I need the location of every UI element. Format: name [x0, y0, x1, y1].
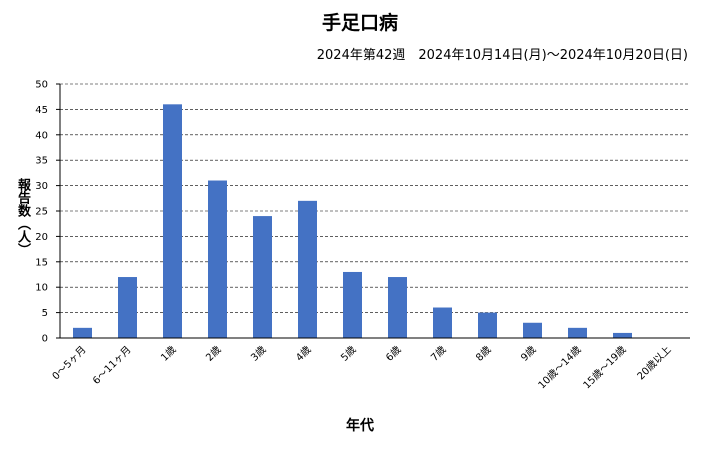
y-tick-label: 10: [35, 283, 48, 294]
y-tick-label: 30: [35, 181, 48, 192]
y-axis-label: 報告数（人）: [15, 178, 30, 256]
x-tick-label: 10歳～14歳: [536, 344, 584, 392]
bar: [253, 216, 272, 338]
x-tick-label: 15歳～19歳: [581, 344, 629, 392]
x-tick-label: 0～5ヶ月: [50, 344, 89, 383]
x-tick-label: 6～11ヶ月: [90, 344, 133, 387]
bar: [73, 327, 92, 338]
x-tick-label: 6歳: [384, 344, 404, 364]
y-tick-label: 20: [35, 232, 48, 243]
x-axis-label: 年代: [346, 418, 374, 434]
y-tick-label: 50: [35, 80, 48, 91]
y-tick-label: 45: [35, 105, 48, 116]
bar: [523, 322, 542, 338]
x-tick-label: 3歳: [249, 344, 269, 364]
x-tick-label: 5歳: [339, 344, 359, 364]
bars: [73, 104, 632, 338]
bar: [298, 200, 317, 338]
axes: [59, 84, 690, 339]
bar: [343, 271, 362, 338]
chart-subtitle: 2024年第42週 2024年10月14日(月)～2024年10月20日(日): [316, 48, 688, 63]
bar: [388, 277, 407, 338]
chart-title: 手足口病: [321, 12, 398, 34]
y-tick-label: 40: [35, 130, 48, 141]
bar: [208, 180, 227, 338]
x-tick-labels: 0～5ヶ月 6～11ヶ月 1歳 2歳 3歳 4歳 5歳 6歳 7歳 8歳 9歳10歳～14歳15歳～…: [50, 344, 674, 392]
y-tick-label: 0: [42, 334, 48, 345]
x-tick-label: 2歳: [204, 344, 224, 364]
bar: [568, 327, 587, 338]
x-tick-label: 8歳: [474, 344, 494, 364]
x-tick-label: 7歳: [429, 344, 449, 364]
y-tick-label: 25: [35, 207, 48, 218]
bar: [433, 307, 452, 338]
bar: [613, 332, 632, 338]
bar: [478, 312, 497, 338]
y-tick-label: 35: [35, 156, 48, 167]
gridlines: [56, 83, 690, 339]
x-tick-label: 4歳: [294, 344, 314, 364]
x-tick-label: 20歳以上: [635, 344, 674, 383]
x-tick-label: 9歳: [519, 344, 539, 364]
bar: [163, 104, 182, 338]
bar: [118, 277, 137, 338]
y-tick-labels: 0 5 10 15 20 25 30 35 40 45 50: [35, 80, 48, 345]
y-tick-label: 5: [42, 308, 48, 319]
x-tick-label: 1歳: [159, 344, 179, 364]
y-tick-label: 15: [35, 257, 48, 268]
